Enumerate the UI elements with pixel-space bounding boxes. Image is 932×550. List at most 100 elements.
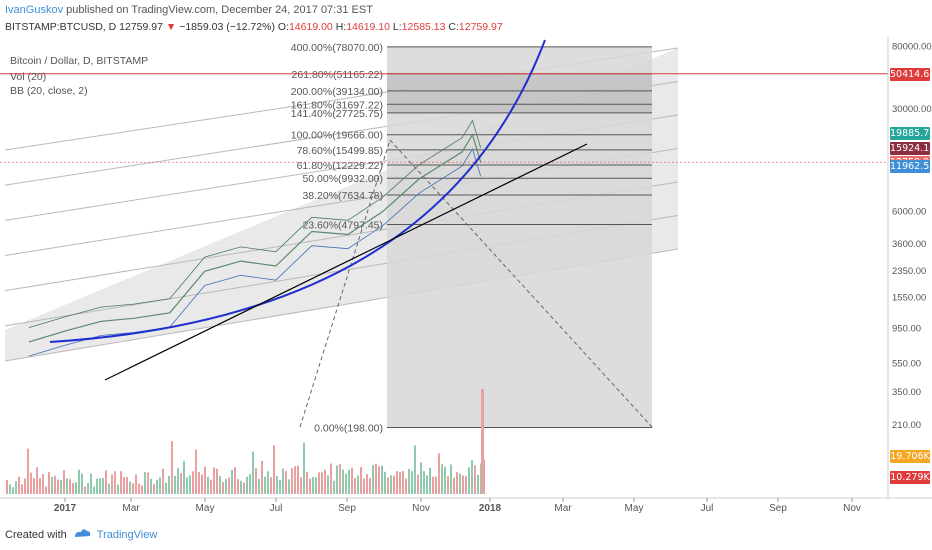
volume-bar — [402, 470, 404, 494]
tradingview-brand[interactable]: TradingView — [96, 528, 158, 541]
volume-bar — [213, 467, 215, 494]
fib-level-label: 200.00%(39134.00) — [291, 86, 383, 98]
volume-bar — [306, 471, 308, 494]
volume-bar — [72, 482, 74, 494]
bollinger-upper — [28, 119, 482, 328]
volume-bar — [225, 478, 227, 494]
volume-bar — [432, 476, 434, 494]
last-price: 12759.97 — [119, 21, 163, 33]
legend-volume[interactable]: Vol (20) — [10, 71, 47, 83]
volume-bar — [189, 475, 191, 494]
volume-bar — [252, 451, 254, 494]
volume-bar — [6, 480, 8, 494]
volume-bar — [471, 460, 473, 494]
volume-bar — [249, 473, 251, 494]
time-tick-label: May — [196, 503, 215, 514]
volume-bar — [141, 485, 143, 494]
legend-bollinger[interactable]: BB (20, close, 2) — [10, 85, 88, 97]
volume-bar — [366, 474, 368, 494]
support-trendline — [104, 143, 588, 381]
price-tick-label: 6000.00 — [892, 206, 926, 217]
change-value: −1859.03 (−12.72%) — [179, 21, 275, 33]
volume-bars — [6, 389, 485, 494]
parabolic-curve — [49, 39, 546, 343]
volume-bar — [210, 479, 212, 494]
open-value: 14619.00 — [288, 21, 333, 33]
footer: Created with TradingView — [5, 527, 157, 542]
volume-bar — [30, 472, 32, 494]
fib-level-label: 261.80%(51165.22) — [292, 69, 383, 81]
volume-bar — [288, 479, 290, 494]
price-axis[interactable]: 80000.00 30000.00 6000.00 3600.00 2350.00 155… — [887, 36, 932, 498]
volume-bar — [390, 475, 392, 494]
volume-bar — [120, 471, 122, 494]
volume-bar — [465, 475, 467, 494]
chart-canvas[interactable]: 400.00%(78070.00) 261.80%(51165.22) 200.00… — [0, 36, 932, 518]
volume-bar — [255, 468, 257, 494]
price-tick-label: 550.00 — [892, 358, 921, 369]
volume-bar — [393, 475, 395, 494]
volume-tag: 10.279K — [890, 471, 930, 484]
trend-lines — [49, 39, 588, 381]
volume-bar — [291, 468, 293, 494]
volume-bar — [135, 474, 137, 494]
volume-bar — [240, 480, 242, 494]
time-tick-label: 2018 — [479, 503, 502, 514]
tradingview-logo-icon — [73, 527, 91, 542]
volume-bar — [378, 466, 380, 494]
volume-bar — [159, 477, 161, 494]
volume-bar — [372, 465, 374, 494]
volume-bar — [105, 470, 107, 494]
volume-bar — [414, 445, 416, 494]
volume-bar — [348, 469, 350, 494]
price-tick-label: 210.00 — [892, 420, 921, 431]
volume-bar — [351, 467, 353, 494]
volume-bar — [300, 477, 302, 494]
volume-bar — [234, 467, 236, 494]
volume-bar — [36, 467, 38, 494]
volume-bar — [117, 484, 119, 494]
volume-bar — [318, 472, 320, 494]
volume-bar — [78, 469, 80, 494]
volume-bar — [123, 477, 125, 494]
fib-level-label: 78.60%(15499.85) — [297, 145, 383, 157]
volume-bar — [150, 478, 152, 494]
price-tag: 50414.63 — [890, 68, 932, 82]
price-tick-label: 80000.00 — [892, 41, 932, 52]
fib-level-label: 61.80%(12229.22) — [297, 160, 383, 172]
volume-bar — [84, 486, 86, 494]
volume-bar — [81, 473, 83, 494]
volume-bar — [450, 464, 452, 494]
volume-bar — [399, 471, 401, 494]
price-tag: 11962.52 — [890, 159, 932, 173]
volume-bar — [474, 465, 476, 494]
time-tick-label: Jul — [701, 503, 714, 514]
volume-bar — [438, 453, 440, 494]
volume-bar — [312, 476, 314, 494]
volume-bar — [435, 476, 437, 494]
volume-bar — [375, 463, 377, 494]
volume-bar — [270, 477, 272, 494]
volume-bar — [153, 483, 155, 494]
price-tick-label: 1550.00 — [892, 292, 926, 303]
volume-bar — [273, 445, 275, 494]
volume-bar — [360, 467, 362, 494]
volume-bar — [282, 468, 284, 494]
volume-bar — [144, 472, 146, 494]
volume-bar — [60, 480, 62, 494]
created-with-label: Created with — [5, 528, 67, 541]
volume-bar — [357, 475, 359, 494]
legend-title: Bitcoin / Dollar, D, BITSTAMP — [10, 55, 149, 67]
volume-bar — [441, 464, 443, 494]
volume-bar — [333, 480, 335, 494]
time-tick-label: Sep — [769, 503, 787, 514]
volume-bar — [309, 478, 311, 494]
fib-level-label: 100.00%(19666.00) — [291, 130, 383, 142]
volume-bar — [93, 486, 95, 494]
volume-bar — [327, 475, 329, 494]
time-axis[interactable]: 2017 Mar May Jul Sep Nov 2018 Mar May Jul Sep Nov — [0, 497, 932, 514]
author-link[interactable]: IvanGuskov — [5, 4, 64, 16]
volume-bar — [180, 473, 182, 494]
volume-bar — [192, 471, 194, 494]
fib-level-label: 38.20%(7634.78) — [302, 190, 383, 202]
